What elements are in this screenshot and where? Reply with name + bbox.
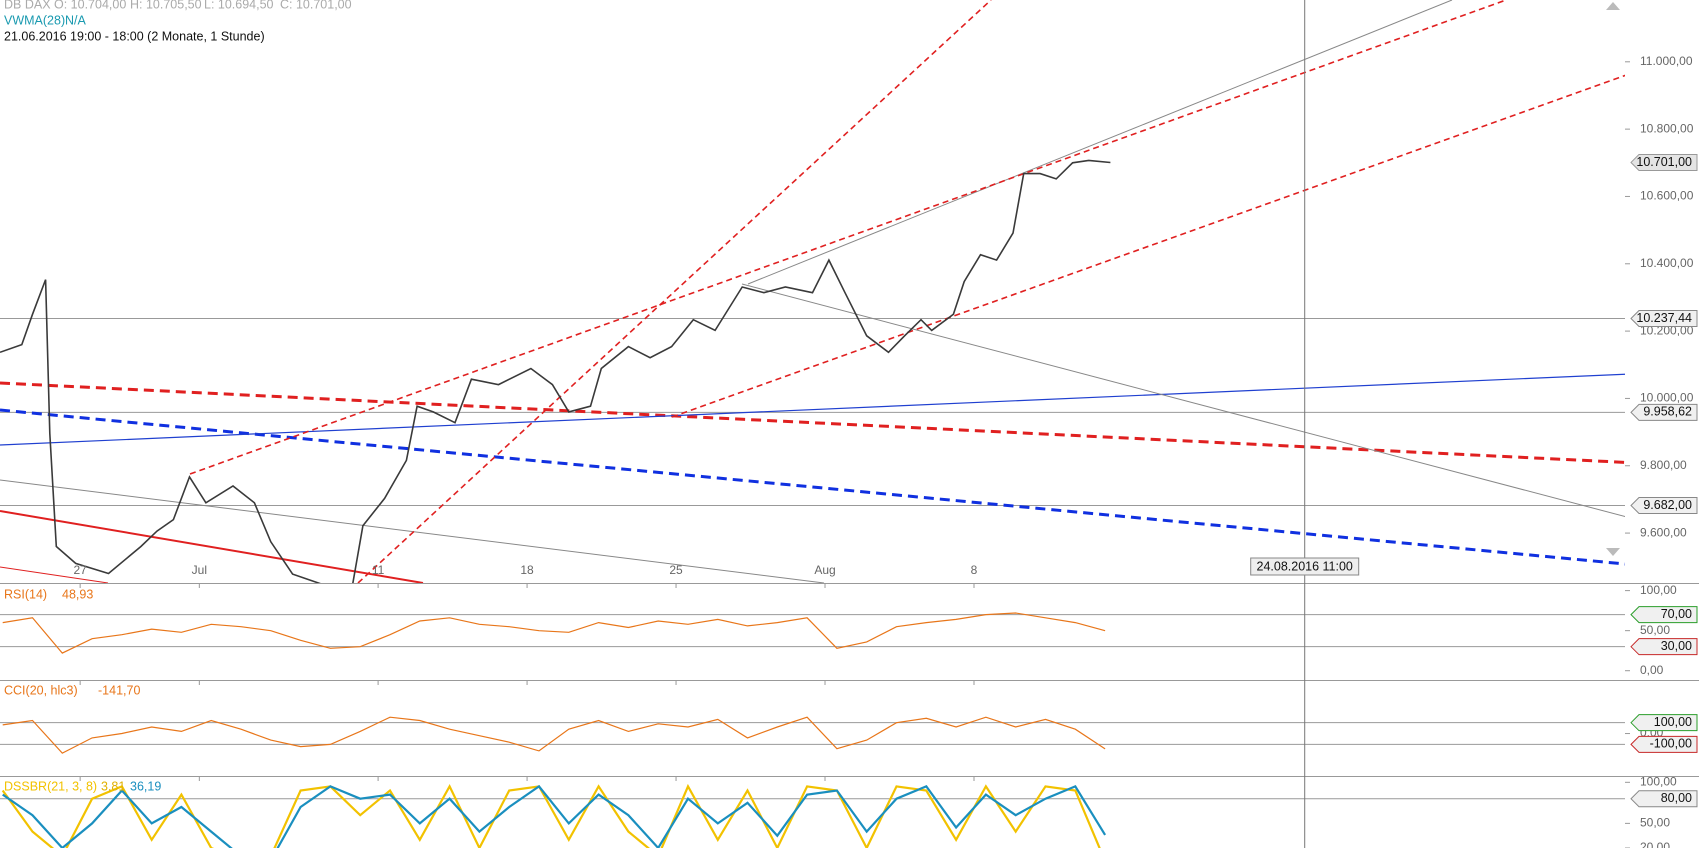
panel-title: CCI(20, hlc3) bbox=[4, 683, 78, 697]
x-tick-label: 11 bbox=[372, 563, 385, 577]
panel-title: DSSBR(21, 3, 8) bbox=[4, 779, 97, 793]
labels-layer: DB DAX O: 10.704,00 H: 10.705,50 L: 10.6… bbox=[4, 0, 1698, 848]
level-label: 80,00 bbox=[1661, 791, 1692, 805]
last-price-label: 10.701,00 bbox=[1636, 155, 1692, 169]
drawings bbox=[0, 0, 1625, 583]
y-tick-label: 10.400,00 bbox=[1640, 256, 1694, 270]
x-tick-label: 18 bbox=[520, 563, 534, 577]
y-tick-label: 100,00 bbox=[1640, 583, 1677, 597]
panel-separators bbox=[0, 583, 1699, 777]
level-label: 30,00 bbox=[1661, 639, 1692, 653]
level-tag bbox=[1630, 403, 1698, 421]
last-price-tag bbox=[1630, 153, 1698, 171]
trendline bbox=[0, 373, 1625, 446]
overlay-value: N/A bbox=[65, 13, 87, 27]
panel-value: 48,93 bbox=[62, 587, 93, 601]
level-tag bbox=[1630, 496, 1698, 514]
y-tick-label: 9.600,00 bbox=[1640, 525, 1687, 539]
ohlc-open: O: 10.704,00 bbox=[54, 0, 126, 11]
y-tick-label: 50,00 bbox=[1640, 816, 1670, 830]
panel-value: -141,70 bbox=[98, 683, 140, 697]
x-tick-label: 8 bbox=[971, 563, 978, 577]
trendline bbox=[747, 0, 1453, 285]
series-line bbox=[2, 716, 1106, 754]
overlay-name: VWMA(28) bbox=[4, 13, 65, 27]
x-tick-label: Aug bbox=[814, 563, 835, 577]
marks-layer bbox=[0, 0, 1306, 848]
series-line bbox=[2, 784, 1107, 848]
level-label: 10.237,44 bbox=[1636, 311, 1692, 325]
level-tag bbox=[1630, 606, 1698, 624]
y-tick-label: 0,00 bbox=[1640, 663, 1664, 677]
y-tick-label: 10.600,00 bbox=[1640, 189, 1694, 203]
y-tick-label: 50,00 bbox=[1640, 623, 1670, 637]
level-label: 9.682,00 bbox=[1643, 498, 1692, 512]
trendline bbox=[0, 566, 109, 583]
ohlc-high: H: 10.705,50 bbox=[130, 0, 202, 11]
level-tag bbox=[1630, 714, 1698, 732]
trendline bbox=[357, 0, 992, 583]
trendline bbox=[189, 0, 1507, 475]
scroll-icon[interactable] bbox=[1606, 2, 1620, 10]
x-tick-label: 25 bbox=[669, 563, 683, 577]
x-tick-label: 27 bbox=[73, 563, 87, 577]
trendline bbox=[0, 408, 1625, 566]
trendline bbox=[0, 510, 424, 583]
y-tick-label: 10.800,00 bbox=[1640, 121, 1694, 135]
grid-layer bbox=[0, 61, 1630, 848]
y-tick-label: 100,00 bbox=[1640, 774, 1677, 788]
series-line bbox=[1, 783, 1101, 848]
x-tick-label: Jul bbox=[192, 563, 207, 577]
level-tag bbox=[1630, 638, 1698, 656]
ohlc-low: L: 10.694,50 bbox=[204, 0, 274, 11]
level-label: 100,00 bbox=[1654, 715, 1692, 729]
level-label: -100,00 bbox=[1650, 737, 1692, 751]
level-label: 9.958,62 bbox=[1643, 405, 1692, 419]
crosshair-label: 24.08.2016 11:00 bbox=[1257, 559, 1353, 573]
y-tick-label: 10.000,00 bbox=[1640, 391, 1694, 405]
series-line bbox=[0, 159, 1111, 583]
trendline bbox=[671, 74, 1625, 418]
series-line bbox=[2, 612, 1106, 654]
legend-entry: 3,81 bbox=[101, 779, 125, 793]
y-tick-label: 20,00 bbox=[1640, 840, 1670, 848]
level-tag bbox=[1630, 735, 1698, 753]
scroll-icon[interactable] bbox=[1606, 548, 1620, 556]
chart-title: DB DAX bbox=[4, 0, 51, 11]
y-tick-label: 9.800,00 bbox=[1640, 458, 1687, 472]
trendline bbox=[0, 479, 825, 583]
y-tick-label: 11.000,00 bbox=[1640, 54, 1693, 68]
chart-subtitle: 21.06.2016 19:00 - 18:00 (2 Monate, 1 St… bbox=[4, 29, 265, 43]
panel-title: RSI(14) bbox=[4, 587, 47, 601]
trendline bbox=[741, 283, 1625, 518]
level-tag bbox=[1630, 310, 1698, 328]
legend-entry: 36,19 bbox=[130, 779, 161, 793]
ohlc-close: C: 10.701,00 bbox=[280, 0, 352, 11]
level-label: 70,00 bbox=[1661, 607, 1692, 621]
trendline bbox=[0, 381, 1625, 464]
level-tag bbox=[1630, 790, 1698, 808]
crosshair-tag bbox=[1250, 557, 1360, 576]
